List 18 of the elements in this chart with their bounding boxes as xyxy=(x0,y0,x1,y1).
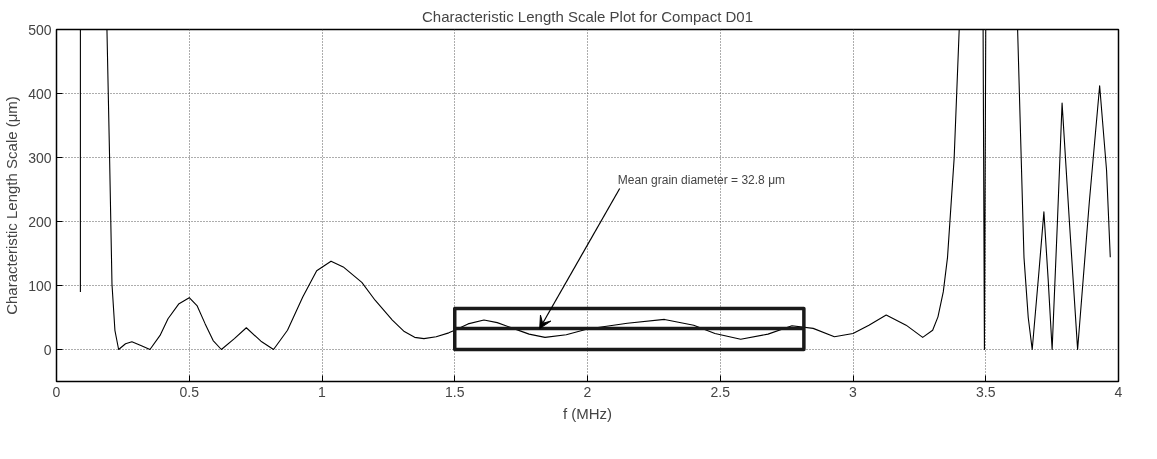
y-tick-label: 100 xyxy=(28,277,52,294)
x-tick-label: 2 xyxy=(583,383,592,400)
annotation: Mean grain diameter = 32.8 μm xyxy=(617,172,786,187)
y-tick-label: 500 xyxy=(28,21,52,38)
x-tick-label: 3 xyxy=(849,383,858,400)
x-tick-label: 1 xyxy=(318,383,327,400)
x-tick-label: 0.5 xyxy=(179,383,200,400)
chart-title: Characteristic Length Scale Plot for Compact D01 xyxy=(422,7,754,25)
x-tick-label: 2.5 xyxy=(710,383,731,400)
x-tick-label: 1.5 xyxy=(445,383,465,400)
x-axis-title: f (MHz) xyxy=(562,404,613,422)
x-tick-label: 3.5 xyxy=(976,383,996,400)
y-axis-title: Characteristic Length Scale (μm) xyxy=(3,96,21,315)
y-tick-label: 0 xyxy=(43,341,52,358)
y-tick-label: 300 xyxy=(28,149,52,166)
y-tick-label: 400 xyxy=(28,85,52,102)
x-tick-label: 4 xyxy=(1114,383,1123,400)
y-tick-label: 200 xyxy=(28,213,52,230)
